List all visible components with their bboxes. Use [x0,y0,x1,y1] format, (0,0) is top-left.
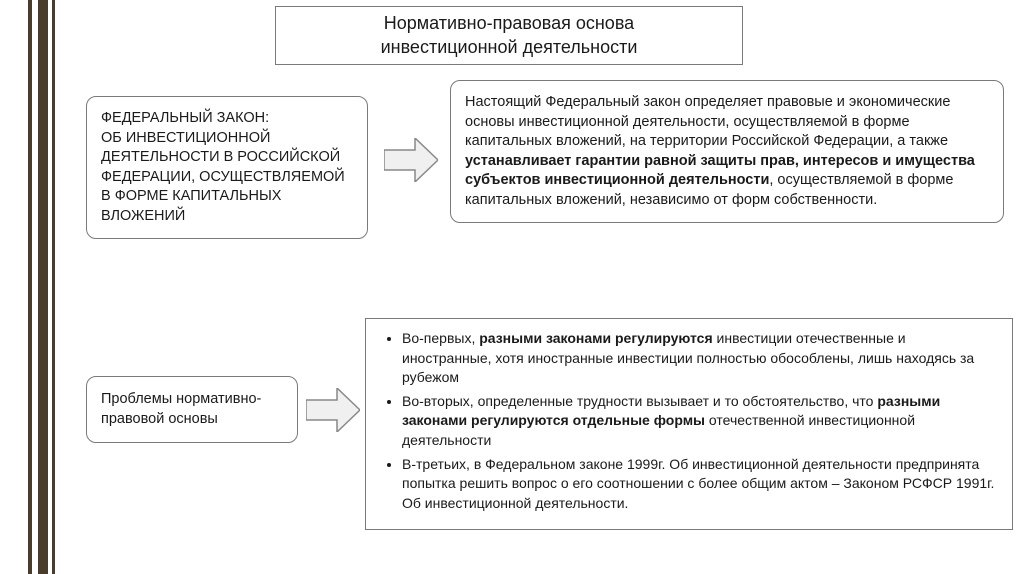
problems-box: Проблемы нормативно-правовой основы [86,376,298,443]
law-line2: ОБ ИНВЕСТИЦИОННОЙ ДЕЯТЕЛЬНОСТИ В РОССИЙС… [101,129,353,227]
title-line2: инвестиционной деятельности [381,37,638,57]
problems-list-box: Во-первых, разными законами регулируются… [365,318,1013,530]
law-line1: ФЕДЕРАЛЬНЫЙ ЗАКОН: [101,109,353,129]
b2-pre: Во-вторых, определенные трудности вызыва… [402,393,877,409]
b1-bold: разными законами регулируются [479,330,712,346]
page-title: Нормативно-правовая основа инвестиционно… [275,6,743,65]
problems-list: Во-первых, разными законами регулируются… [380,329,998,513]
b3: В-третьих, в Федеральном законе 1999г. О… [402,456,994,511]
list-item: Во-первых, разными законами регулируются… [402,329,998,388]
title-line1: Нормативно-правовая основа [384,13,634,33]
b1-pre: Во-первых, [402,330,479,346]
law-description-box: Настоящий Федеральный закон определяет п… [450,80,1004,223]
federal-law-box: ФЕДЕРАЛЬНЫЙ ЗАКОН: ОБ ИНВЕСТИЦИОННОЙ ДЕЯ… [86,96,368,239]
arrow-law-to-desc [384,138,438,182]
decorative-left-bar [28,0,56,574]
desc-pre: Настоящий Федеральный закон определяет п… [465,94,950,149]
list-item: Во-вторых, определенные трудности вызыва… [402,392,998,451]
problems-text: Проблемы нормативно-правовой основы [101,391,261,427]
list-item: В-третьих, в Федеральном законе 1999г. О… [402,455,998,514]
arrow-prob-to-list [306,388,360,432]
